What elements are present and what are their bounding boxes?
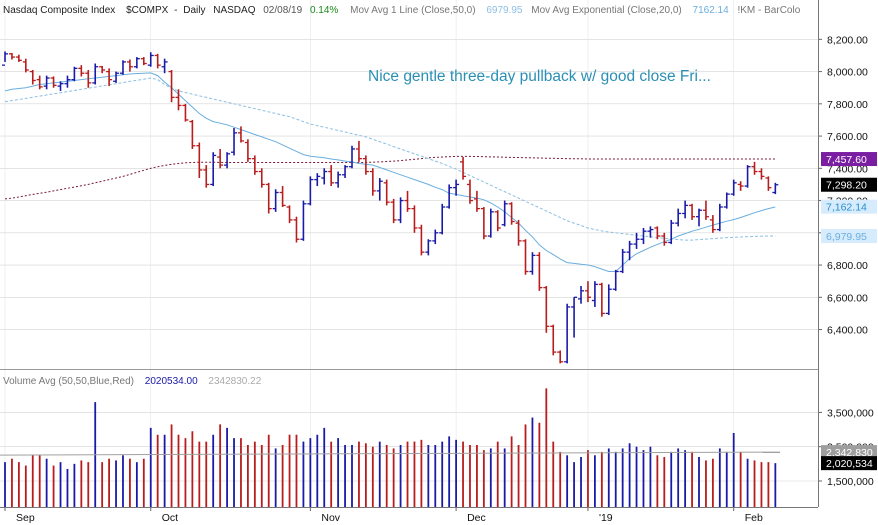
volume-average-line: [0, 451, 781, 456]
price-value-label: 7,298.20: [821, 177, 877, 192]
volume-tick-label: 1,500,000: [827, 476, 874, 488]
chart-header: Nasdaq Composite Index $COMPX - Daily NA…: [3, 5, 801, 16]
moving-averages: [4, 72, 776, 272]
header-extra: !KM - BarColo: [737, 5, 800, 16]
grid: [0, 0, 818, 507]
price-tick-label: 8,200.00: [827, 34, 868, 46]
long-ma-line: [4, 155, 776, 200]
price-value-label-bg: [821, 152, 877, 167]
volume-tick-label: 3,500,000: [827, 407, 874, 419]
volume-value-label: 2,020,534: [821, 456, 877, 471]
header-change: 0.14%: [310, 5, 338, 16]
header-symbol: $COMPX: [126, 5, 169, 16]
price-tick-label: 7,400.00: [827, 163, 868, 175]
price-value-label-text: 7,162.14: [826, 202, 867, 214]
price-tick-label: 6,800.00: [827, 260, 868, 272]
header-ma2-value: 7162.14: [693, 5, 730, 16]
price-value-label-bg: [821, 177, 877, 192]
time-tick-label: Dec: [467, 512, 486, 524]
volume-header-value2: 2342830.22: [208, 376, 261, 387]
price-value-label-bg: [821, 199, 877, 214]
price-tick-label: 7,600.00: [827, 131, 868, 143]
volume-header-value1: 2020534.00: [145, 376, 198, 387]
price-value-label: 7,162.14: [821, 199, 877, 214]
header-exchange: NASDAQ: [213, 5, 255, 16]
price-value-label-text: 7,457.60: [826, 154, 867, 166]
time-tick-label: Sep: [16, 512, 35, 524]
header-date: 02/08/19: [263, 5, 302, 16]
volume-value-label-bg: [821, 445, 877, 460]
time-tick-label: Nov: [321, 512, 340, 524]
price-tick-label: 7,800.00: [827, 99, 868, 111]
price-value-label-text: 7,298.20: [826, 180, 867, 192]
sma50-line: [4, 77, 776, 241]
ema20-line: [4, 72, 776, 272]
time-tick-label: Oct: [162, 512, 178, 524]
price-value-label-text: 6,979.95: [826, 231, 867, 243]
volume-value-label: 2,342,830: [821, 445, 877, 460]
header-period: Daily: [183, 5, 205, 16]
time-tick-label: '19: [599, 512, 613, 524]
price-value-label-bg: [821, 229, 877, 244]
price-tick-label: 6,400.00: [827, 325, 868, 337]
axes: 8,200.00 8,000.00 7,800.00 7,600.00 7,400.00…: [4, 34, 877, 524]
header-symbol-name: Nasdaq Composite Index: [3, 5, 115, 16]
price-tick-label: 8,000.00: [827, 67, 868, 79]
volume-value-label-text: 2,342,830: [826, 447, 873, 459]
price-value-label: 6,979.95: [821, 229, 877, 244]
price-tick-label: 6,600.00: [827, 292, 868, 304]
volume-bars: [0, 388, 781, 507]
price-value-label: 7,457.60: [821, 152, 877, 167]
header-ma2-label: Mov Avg Exponential (Close,20,0): [531, 5, 681, 16]
chart-annotation: Nice gentle three-day pullback w/ good c…: [368, 68, 711, 85]
volume-value-label-bg: [821, 456, 877, 471]
volume-value-label-text: 2,020,534: [826, 458, 873, 470]
price-bars: [2, 51, 779, 364]
header-ma1-value: 6979.95: [486, 5, 523, 16]
time-tick-label: Feb: [745, 512, 763, 524]
header-ma1-label: Mov Avg 1 Line (Close,50,0): [350, 5, 475, 16]
volume-header-label: Volume Avg (50,50,Blue,Red): [3, 376, 134, 387]
volume-header: Volume Avg (50,50,Blue,Red) 2020534.00 2…: [3, 376, 262, 387]
